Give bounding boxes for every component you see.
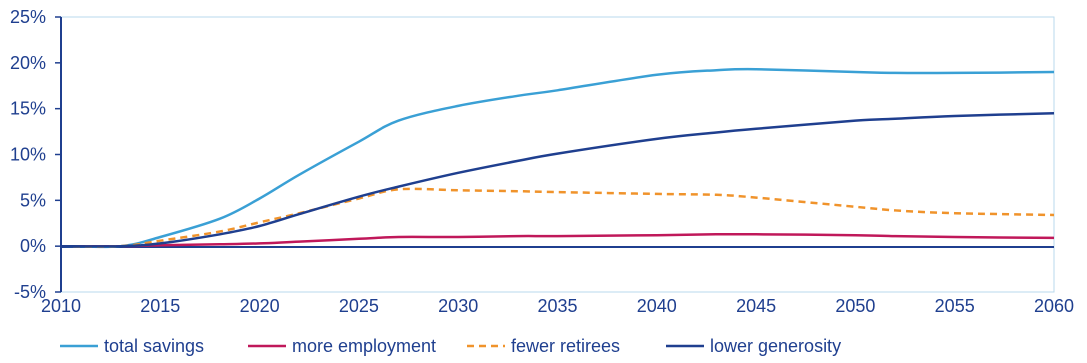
legend-label: more employment — [292, 336, 436, 356]
x-tick-label: 2035 — [537, 296, 577, 316]
x-tick-label: 2040 — [637, 296, 677, 316]
x-tick-label: 2015 — [140, 296, 180, 316]
y-tick-label: 0% — [20, 236, 46, 256]
x-tick-label: 2030 — [438, 296, 478, 316]
legend-label: total savings — [104, 336, 204, 356]
legend: total savings more employment fewer retire… — [60, 336, 841, 356]
y-tick-label: 15% — [10, 99, 46, 119]
x-tick-label: 2055 — [935, 296, 975, 316]
x-tick-label: 2050 — [835, 296, 875, 316]
x-tick-label: 2045 — [736, 296, 776, 316]
series-line-total-savings — [60, 67, 1055, 249]
y-axis-ticks: -5% 0% 5% 10% 15% 20% 25% — [10, 7, 61, 302]
x-tick-label: 2020 — [240, 296, 280, 316]
y-tick-label: 5% — [20, 190, 46, 210]
legend-label: fewer retirees — [511, 336, 620, 356]
y-tick-label: 25% — [10, 7, 46, 27]
series-line-more-employment — [60, 232, 1055, 248]
legend-label: lower generosity — [710, 336, 841, 356]
y-tick-label: 10% — [10, 145, 46, 165]
series-line-lower-generosity — [60, 112, 1055, 248]
y-tick-label: 20% — [10, 53, 46, 73]
series-lines — [60, 67, 1055, 249]
y-tick-label: -5% — [14, 282, 46, 302]
x-tick-label: 2010 — [41, 296, 81, 316]
x-axis-ticks: 2010 2015 2020 2025 2030 2035 2040 2045 2050 2055… — [41, 296, 1074, 316]
x-tick-label: 2060 — [1034, 296, 1074, 316]
x-tick-label: 2025 — [339, 296, 379, 316]
series-line-fewer-retirees — [60, 187, 1055, 248]
